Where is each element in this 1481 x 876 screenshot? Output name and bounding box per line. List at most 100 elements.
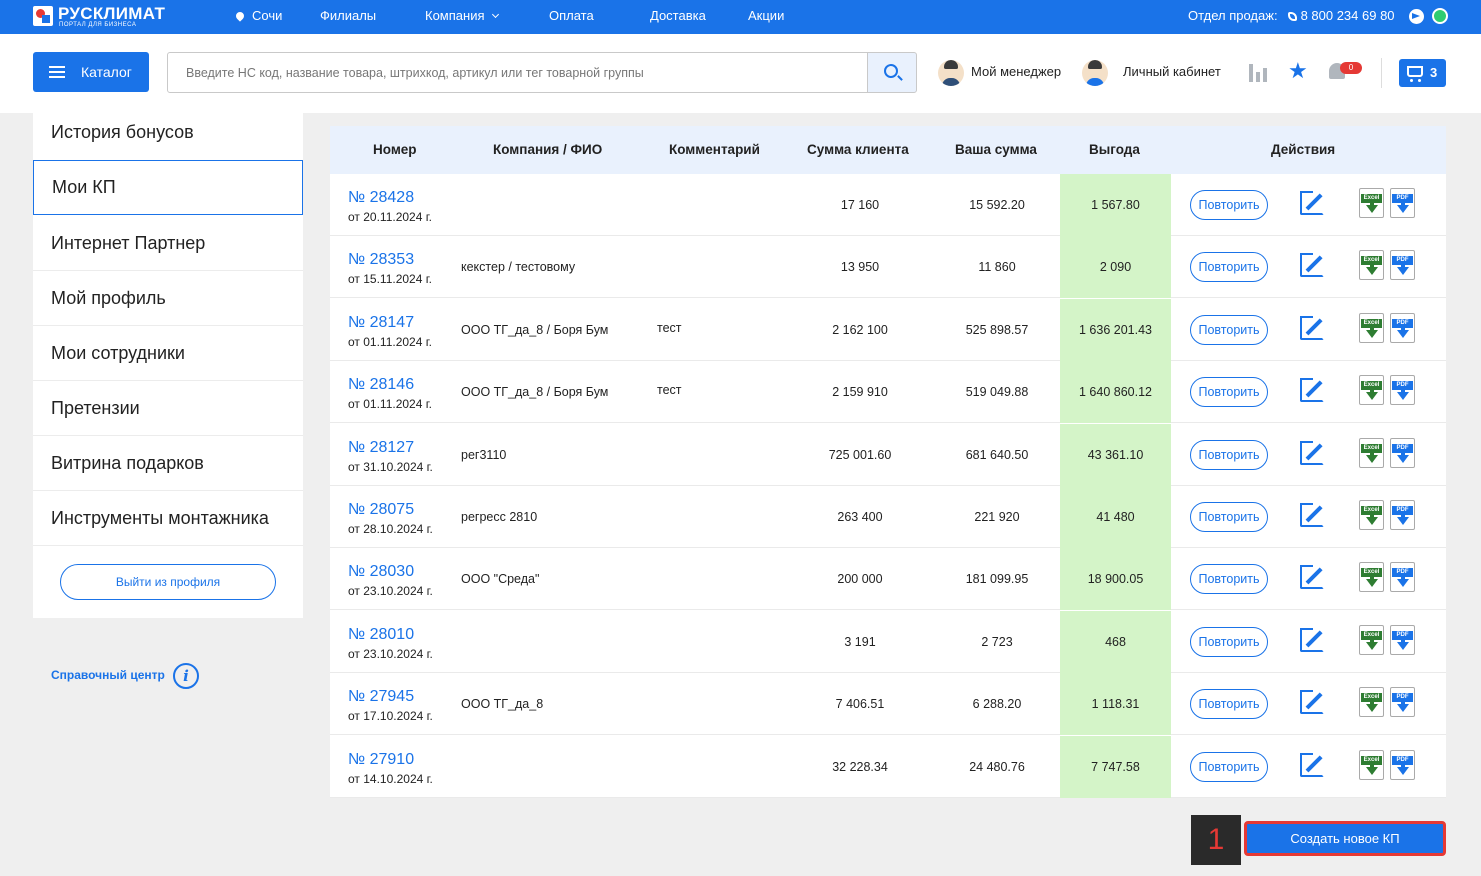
- nav-payment[interactable]: Оплата: [549, 8, 594, 23]
- cart-button[interactable]: 3: [1399, 59, 1446, 87]
- edit-icon[interactable]: [1300, 191, 1324, 215]
- excel-download-icon[interactable]: Excel: [1359, 624, 1384, 655]
- nav-branches[interactable]: Филиалы: [320, 8, 377, 23]
- kp-number-link[interactable]: № 28428: [348, 189, 415, 206]
- nav-delivery[interactable]: Доставка: [650, 8, 706, 23]
- edit-icon[interactable]: [1300, 378, 1324, 403]
- kp-number-link[interactable]: № 28353: [348, 251, 415, 269]
- repeat-button[interactable]: Повторить: [1190, 502, 1268, 532]
- excel-download-icon[interactable]: Excel: [1359, 188, 1384, 218]
- edit-icon[interactable]: [1300, 253, 1324, 278]
- gain-value: 1 640 860.12: [1079, 385, 1152, 400]
- gain-value: 1 636 201.43: [1079, 322, 1152, 337]
- kp-number-link[interactable]: № 28010: [348, 625, 415, 643]
- catalog-button[interactable]: Каталог: [33, 52, 149, 92]
- kp-number-link[interactable]: № 28127: [348, 438, 415, 456]
- sidebar-item-installer-tools[interactable]: Инструменты монтажника: [33, 491, 303, 546]
- sidebar-item-internet-partner[interactable]: Интернет Партнер: [33, 216, 303, 271]
- repeat-button[interactable]: Повторить: [1190, 314, 1268, 345]
- help-center-link[interactable]: Справочный центр: [51, 668, 165, 682]
- excel-download-icon[interactable]: Excel: [1359, 749, 1384, 780]
- pdf-download-icon[interactable]: PDF: [1390, 188, 1415, 218]
- excel-label: Excel: [1361, 506, 1382, 515]
- phone-icon: [1287, 12, 1297, 21]
- nav-company[interactable]: Компания: [425, 8, 499, 23]
- info-icon[interactable]: i: [173, 663, 199, 689]
- edit-icon[interactable]: [1300, 565, 1324, 590]
- pdf-label: PDF: [1392, 194, 1413, 203]
- nav-promotions[interactable]: Акции: [748, 8, 785, 23]
- repeat-button[interactable]: Повторить: [1190, 626, 1268, 657]
- col-gain: Выгода: [1089, 142, 1140, 157]
- edit-icon[interactable]: [1300, 627, 1324, 652]
- edit-icon[interactable]: [1300, 752, 1324, 777]
- repeat-button[interactable]: Повторить: [1190, 751, 1268, 782]
- repeat-button[interactable]: Повторить: [1190, 252, 1268, 283]
- search-input[interactable]: [167, 52, 868, 93]
- excel-download-icon[interactable]: Excel: [1359, 562, 1384, 593]
- sales-contact: Отдел продаж: 8 800 234 69 80: [1188, 8, 1395, 23]
- kp-number-link[interactable]: № 28146: [348, 376, 415, 394]
- kp-number-link[interactable]: № 28030: [348, 563, 415, 581]
- whatsapp-icon[interactable]: [1432, 8, 1448, 24]
- logout-button[interactable]: Выйти из профиля: [60, 564, 276, 600]
- kp-number-link[interactable]: № 28147: [348, 313, 415, 331]
- kp-number-link[interactable]: № 28075: [348, 501, 415, 518]
- sidebar-item-gift-showcase[interactable]: Витрина подарков: [33, 436, 303, 491]
- client-sum-cell: 263 400: [837, 510, 883, 524]
- kp-number-link[interactable]: № 27910: [348, 750, 415, 768]
- pdf-download-icon[interactable]: PDF: [1390, 687, 1415, 718]
- col-company: Компания / ФИО: [493, 142, 603, 157]
- create-kp-button[interactable]: Создать новое КП: [1244, 821, 1446, 856]
- sidebar-item-my-employees[interactable]: Мои сотрудники: [33, 326, 303, 381]
- kp-number-link[interactable]: № 27945: [348, 688, 415, 706]
- company-cell: регресс 2810: [461, 510, 538, 524]
- personal-cabinet-link[interactable]: Личный кабинет: [1123, 64, 1221, 79]
- nav-company-label: Компания: [425, 8, 485, 23]
- pdf-download-icon[interactable]: PDF: [1390, 500, 1415, 530]
- excel-download-icon[interactable]: Excel: [1359, 687, 1384, 718]
- col-actions: Действия: [1271, 142, 1336, 157]
- excel-download-icon[interactable]: Excel: [1359, 250, 1384, 281]
- statistics-icon[interactable]: [1249, 64, 1267, 82]
- edit-icon[interactable]: [1300, 440, 1324, 465]
- sidebar-item-claims[interactable]: Претензии: [33, 381, 303, 436]
- telegram-icon[interactable]: [1409, 9, 1424, 24]
- cabinet-avatar: [1082, 60, 1108, 86]
- kp-date: от 15.11.2024 г.: [348, 272, 432, 287]
- header: Каталог Мой менеджер Личный кабинет ★ 0 …: [0, 34, 1481, 113]
- search-button[interactable]: [867, 52, 917, 93]
- excel-download-icon[interactable]: Excel: [1359, 312, 1384, 343]
- excel-download-icon[interactable]: Excel: [1359, 375, 1384, 406]
- pdf-download-icon[interactable]: PDF: [1390, 749, 1415, 780]
- repeat-button[interactable]: Повторить: [1190, 190, 1268, 220]
- sidebar-item-my-profile[interactable]: Мой профиль: [33, 271, 303, 326]
- excel-label: Excel: [1361, 318, 1382, 328]
- excel-download-icon[interactable]: Excel: [1359, 500, 1384, 530]
- gain-cell: [1060, 610, 1171, 673]
- edit-icon[interactable]: [1300, 503, 1324, 527]
- pdf-download-icon[interactable]: PDF: [1390, 250, 1415, 281]
- edit-icon[interactable]: [1300, 315, 1324, 340]
- sales-phone[interactable]: 8 800 234 69 80: [1300, 8, 1395, 23]
- gain-value: 18 900.05: [1087, 572, 1144, 587]
- location-pin-icon: [234, 10, 246, 22]
- city-selector[interactable]: Сочи: [234, 8, 282, 23]
- your-sum-cell: 221 920: [974, 510, 1020, 524]
- favorites-star-icon[interactable]: ★: [1288, 58, 1308, 83]
- repeat-button[interactable]: Повторить: [1190, 564, 1268, 595]
- pdf-download-icon[interactable]: PDF: [1390, 562, 1415, 593]
- edit-icon[interactable]: [1300, 690, 1324, 715]
- pdf-download-icon[interactable]: PDF: [1390, 312, 1415, 343]
- repeat-button[interactable]: Повторить: [1190, 689, 1268, 720]
- pdf-download-icon[interactable]: PDF: [1390, 624, 1415, 655]
- sidebar-item-my-kp[interactable]: Мои КП: [33, 160, 303, 215]
- repeat-button[interactable]: Повторить: [1190, 377, 1268, 408]
- excel-download-icon[interactable]: Excel: [1359, 437, 1384, 468]
- pdf-download-icon[interactable]: PDF: [1390, 437, 1415, 468]
- brand-logo[interactable]: РУСКЛИМАТ ПОРТАЛ ДЛЯ БИЗНЕСА: [33, 4, 183, 30]
- repeat-button[interactable]: Повторить: [1190, 439, 1268, 470]
- header-divider: [1381, 58, 1382, 88]
- pdf-download-icon[interactable]: PDF: [1390, 375, 1415, 406]
- my-manager-link[interactable]: Мой менеджер: [971, 64, 1062, 79]
